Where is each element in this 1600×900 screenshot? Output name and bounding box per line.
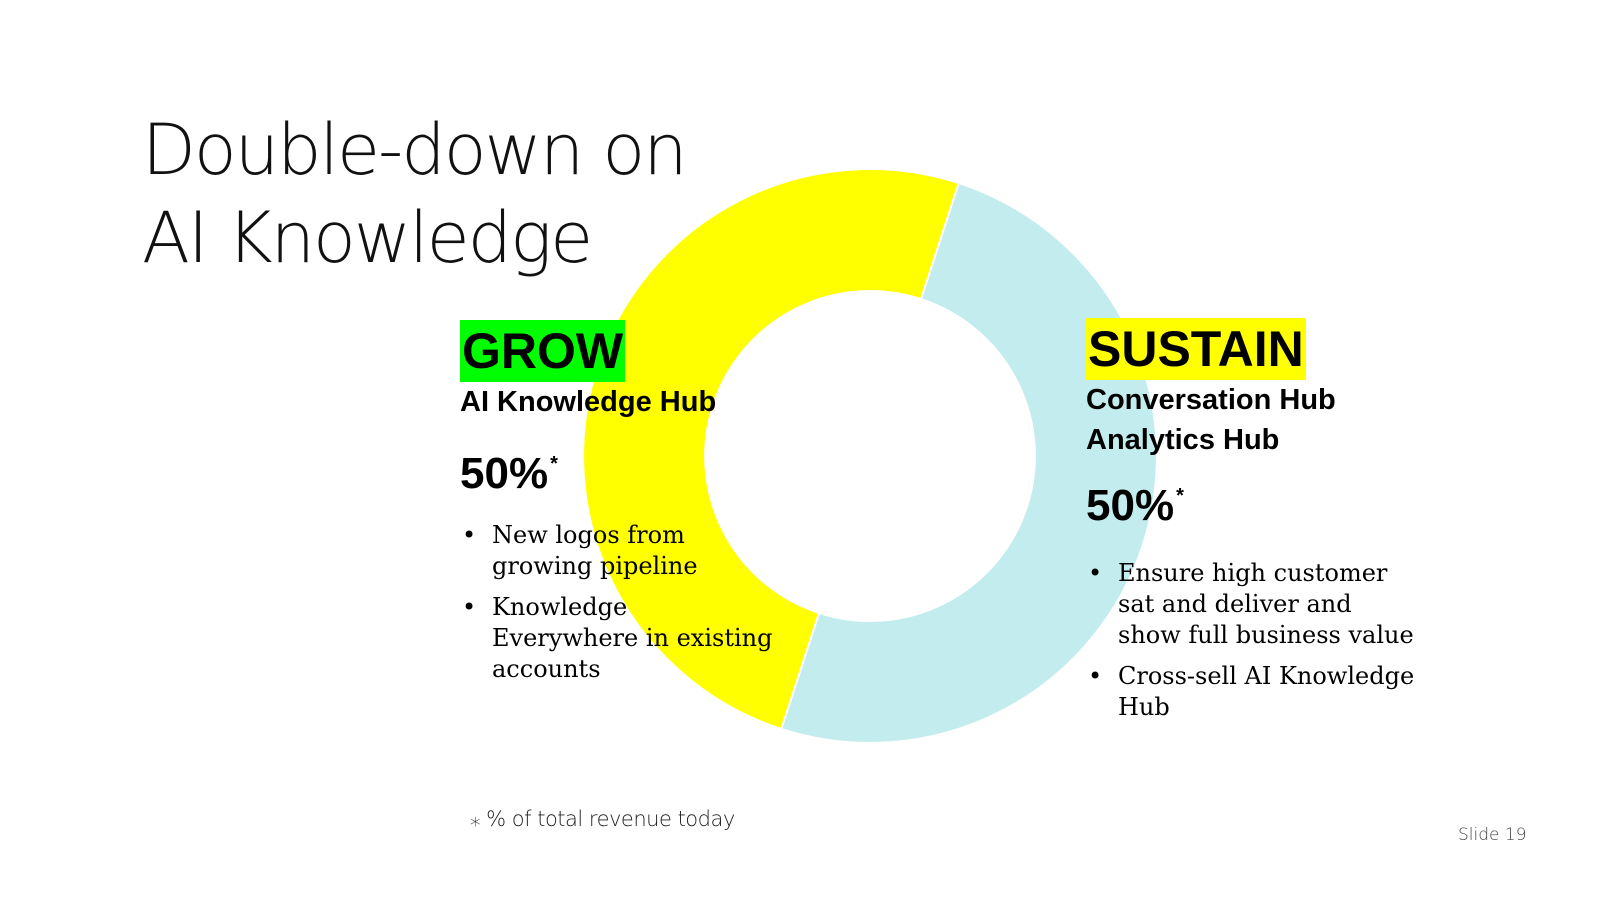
grow-percent-asterisk: *	[550, 453, 558, 475]
sustain-percent-asterisk: *	[1176, 485, 1184, 507]
slide-title-line-2: AI Knowledge	[142, 197, 593, 279]
slide-number: Slide 19	[1458, 825, 1527, 845]
sustain-panel: SUSTAIN Conversation Hub Analytics Hub 5…	[1086, 318, 1426, 733]
grow-tag: GROW	[460, 320, 626, 382]
slide-title: Double-down on AI Knowledge	[142, 106, 688, 282]
sustain-bullet-list: Ensure high customer sat and deliver and…	[1086, 558, 1416, 723]
grow-percent-label: 50% *	[460, 438, 790, 500]
grow-bullet-list: New logos from growing pipeline Knowledg…	[460, 520, 780, 685]
grow-panel: GROW AI Knowledge Hub 50%* New logos fro…	[460, 320, 790, 695]
footnote: ⁎ % of total revenue today	[470, 807, 735, 831]
sustain-tag: SUSTAIN	[1086, 318, 1306, 380]
sustain-subtitle-line-2: Analytics Hub	[1086, 424, 1280, 456]
sustain-bullet-item: Ensure high customer sat and deliver and…	[1086, 558, 1416, 651]
grow-subtitle: AI Knowledge Hub	[460, 386, 717, 418]
slide-title-line-1: Double-down on	[142, 109, 688, 191]
grow-bullet-item: New logos from growing pipeline	[460, 520, 780, 582]
sustain-percent-value: 50%	[1086, 481, 1175, 530]
grow-percent-value: 50%	[460, 449, 549, 498]
sustain-bullet-item: Cross-sell AI Knowledge Hub	[1086, 661, 1416, 723]
sustain-subtitle-line-1: Conversation Hub	[1086, 384, 1336, 416]
sustain-percent-label: 50% *	[1086, 470, 1426, 532]
grow-bullet-item: Knowledge Everywhere in existing account…	[460, 592, 780, 685]
